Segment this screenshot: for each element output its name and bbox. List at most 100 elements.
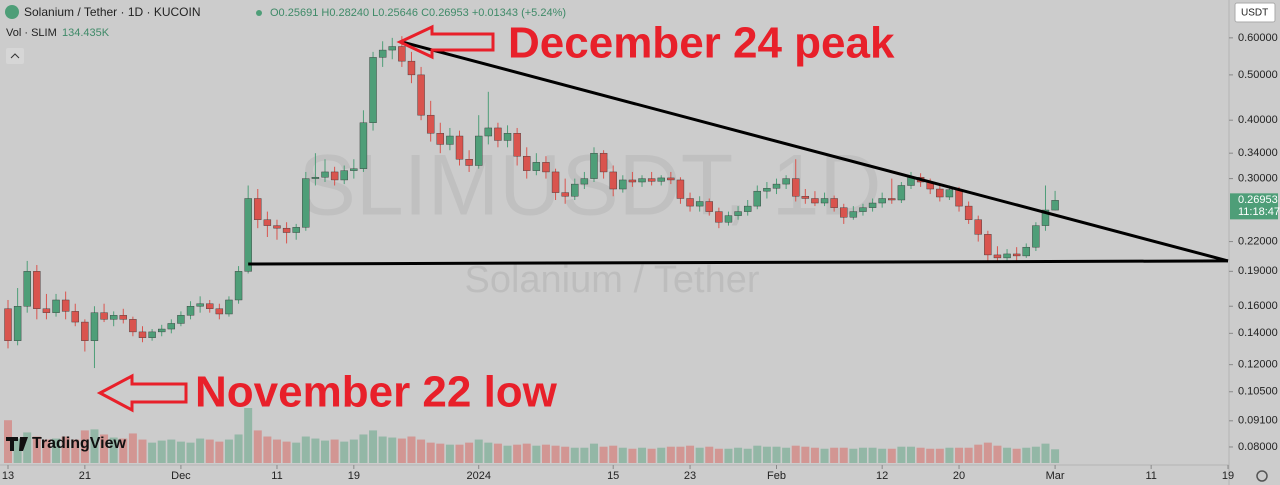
volume-bar <box>532 445 541 463</box>
candle-body <box>830 198 838 208</box>
settings-icon[interactable] <box>1256 470 1268 482</box>
x-tick-label: Dec <box>171 470 191 482</box>
volume-bar <box>628 448 637 463</box>
candle-body <box>667 177 675 181</box>
candle-body <box>148 331 156 338</box>
volume-bar <box>1022 447 1031 463</box>
y-tick-label: 0.12000 <box>1238 359 1278 371</box>
volume-bar <box>974 444 983 463</box>
volume-bar <box>1041 443 1050 463</box>
volume-bar <box>1003 447 1012 463</box>
volume-bar <box>955 447 964 463</box>
x-tick-label: 20 <box>953 470 965 482</box>
volume-bar <box>234 434 243 463</box>
candle-body <box>177 315 185 324</box>
currency-button[interactable] <box>1234 2 1276 23</box>
y-tick-label: 0.30000 <box>1238 173 1278 185</box>
volume-bar <box>801 446 810 463</box>
candle-body <box>1012 253 1021 257</box>
ohlc-legend: O0.25691 H0.28240 L0.25646 C0.26953 +0.0… <box>270 7 566 19</box>
candle-body <box>4 308 12 341</box>
y-tick-label: 0.22000 <box>1238 235 1278 247</box>
candle-body <box>90 312 99 341</box>
volume-bar <box>983 442 992 463</box>
volume-bar <box>839 447 848 463</box>
symbol-icon <box>5 5 19 19</box>
volume-bar <box>705 446 714 463</box>
y-tick-label: 0.34000 <box>1238 147 1278 159</box>
logo-icon <box>6 437 28 451</box>
candle-body <box>993 254 1002 259</box>
candle-body <box>273 225 281 229</box>
volume-bar <box>311 438 320 463</box>
volume-bar <box>369 430 378 463</box>
volume-bar <box>714 448 723 463</box>
candle-body <box>955 189 963 207</box>
volume-value: 134.435K <box>62 27 110 39</box>
candle-body <box>715 211 723 223</box>
last-price-box <box>1230 193 1278 220</box>
candle-body <box>1041 209 1050 226</box>
volume-bar <box>417 439 426 463</box>
volume-bar <box>935 448 944 463</box>
volume-bar <box>52 438 61 463</box>
volume-bar <box>666 446 675 463</box>
countdown: 11:18:47 <box>1238 206 1280 218</box>
volume-bar <box>753 445 762 463</box>
candle-body <box>71 311 79 323</box>
volume-bar <box>4 420 13 463</box>
candle-body <box>532 162 541 171</box>
candle-body <box>359 122 368 169</box>
volume-bar <box>762 446 771 463</box>
volume-bar <box>493 443 502 463</box>
x-tick-label: 19 <box>348 470 360 482</box>
volume-bar <box>676 446 685 463</box>
volume-bar <box>224 439 233 463</box>
volume-bar <box>109 437 118 463</box>
volume-bar <box>484 442 493 463</box>
volume-bar <box>964 447 973 463</box>
candle-body <box>465 159 473 166</box>
x-tick-label: Feb <box>767 470 786 482</box>
y-tick-label: 0.40000 <box>1238 114 1278 126</box>
candle-body <box>234 271 243 301</box>
volume-bar <box>71 439 80 463</box>
volume-bar <box>80 430 89 463</box>
x-tick-label: 13 <box>2 470 14 482</box>
volume-bar <box>993 445 1002 463</box>
volume-bar <box>465 442 474 463</box>
candle-body <box>340 170 348 181</box>
volume-bar <box>887 448 896 463</box>
y-tick-label: 0.10500 <box>1238 386 1278 398</box>
volume-bar <box>196 438 205 463</box>
volume-bar <box>244 408 253 463</box>
volume-bar <box>445 444 454 463</box>
candle-body <box>811 198 819 204</box>
candle-body <box>1051 200 1059 211</box>
collapse-button[interactable] <box>6 48 24 64</box>
volume-bar <box>782 447 791 463</box>
volume-bar <box>23 432 32 463</box>
x-tick-label: 21 <box>79 470 91 482</box>
x-tick-label: 19 <box>1222 470 1234 482</box>
volume-bar <box>743 448 752 463</box>
volume-bar <box>397 438 406 463</box>
volume-bar <box>263 436 272 463</box>
candle-body <box>167 323 176 330</box>
candle-body <box>513 133 521 157</box>
volume-bar <box>541 444 550 463</box>
candle-body <box>984 234 992 256</box>
candle-body <box>974 219 982 235</box>
volume-bar <box>301 436 310 463</box>
candle-body <box>33 271 41 309</box>
volume-bar <box>570 447 579 463</box>
candle-body <box>628 179 637 183</box>
candle-body <box>638 178 646 183</box>
candle-body <box>321 171 329 178</box>
volume-bar <box>272 439 281 463</box>
volume-bar <box>32 436 41 463</box>
volume-bar <box>820 448 829 463</box>
candle-body <box>100 312 108 320</box>
candle-body <box>23 271 31 307</box>
